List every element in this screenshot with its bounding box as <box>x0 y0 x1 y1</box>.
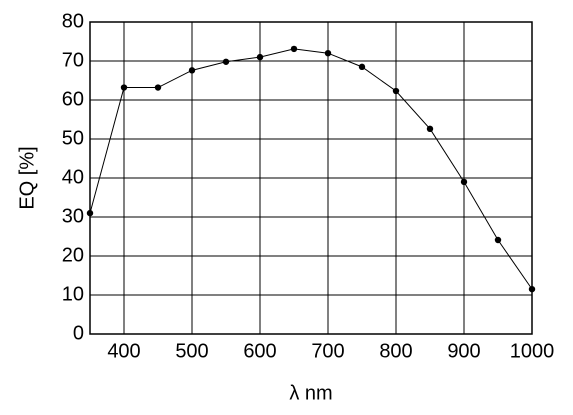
data-point <box>392 87 400 95</box>
y-tick-label: 20 <box>62 244 84 266</box>
y-tick-label: 30 <box>62 205 84 227</box>
data-point <box>290 45 298 53</box>
plot-frame <box>89 21 533 335</box>
y-tick-label: 70 <box>62 49 84 71</box>
data-point <box>154 84 162 91</box>
x-tick-label: 600 <box>243 340 276 362</box>
data-point <box>426 125 434 133</box>
y-axis-label: EQ [%] <box>16 146 38 209</box>
x-tick-label: 400 <box>107 340 140 362</box>
data-point <box>256 53 264 61</box>
x-tick-label: 500 <box>175 340 208 362</box>
x-tick-label: 900 <box>447 340 480 362</box>
x-tick-label: 800 <box>379 340 412 362</box>
y-tick-label: 60 <box>62 88 84 110</box>
data-point <box>494 236 502 244</box>
y-tick-label: 80 <box>62 10 84 32</box>
y-tick-label: 50 <box>62 127 84 149</box>
data-point <box>358 63 366 71</box>
data-point <box>324 50 332 57</box>
data-point <box>188 67 196 74</box>
data-line <box>89 48 533 290</box>
data-point <box>528 285 536 293</box>
x-axis-label: λ nm <box>289 382 332 404</box>
data-point <box>460 178 468 186</box>
x-tick-label: 1000 <box>510 340 555 362</box>
x-tick-label: 700 <box>311 340 344 362</box>
y-tick-label: 40 <box>62 166 84 188</box>
data-point <box>86 209 94 217</box>
data-point <box>222 58 230 65</box>
y-tick-label: 10 <box>62 283 84 305</box>
data-point <box>120 84 128 91</box>
y-tick-label: 0 <box>73 322 84 344</box>
